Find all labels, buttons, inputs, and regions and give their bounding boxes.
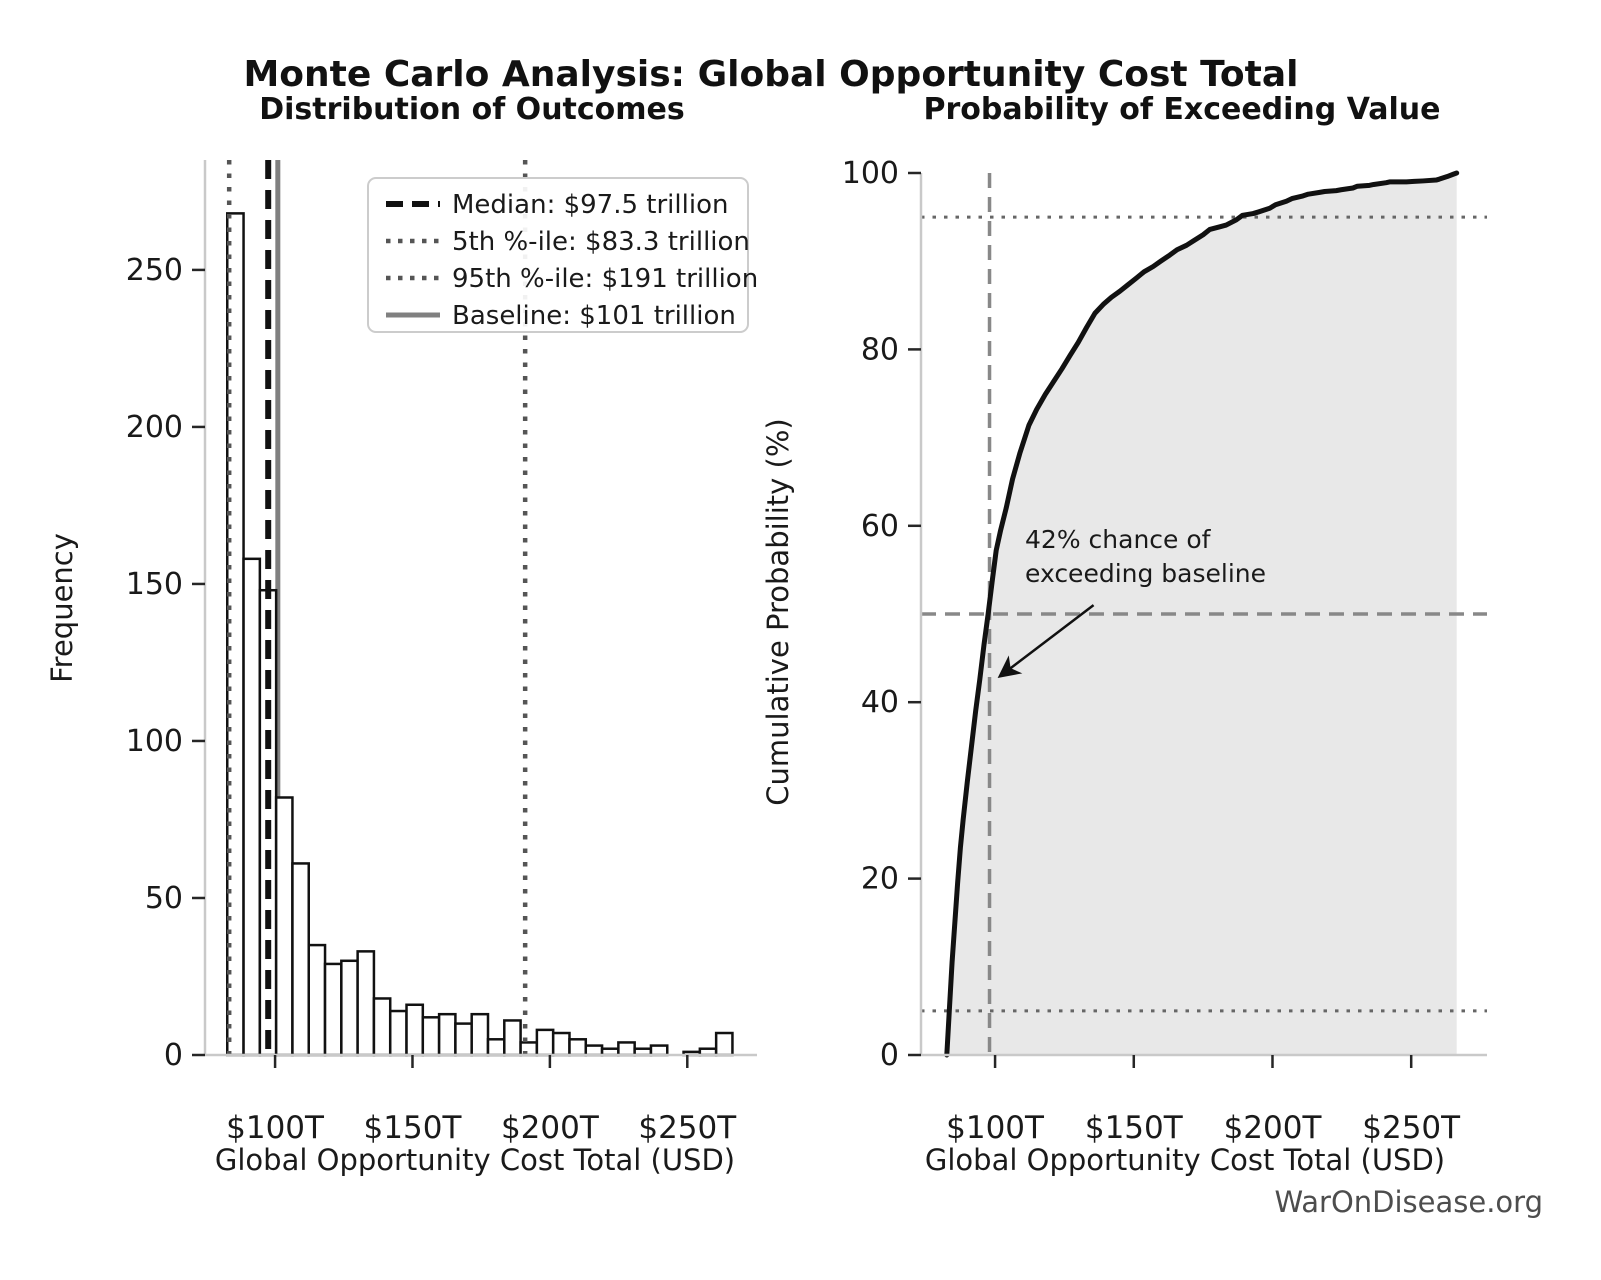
y-tick-label: 0 bbox=[880, 1038, 899, 1073]
histogram-bar bbox=[356, 950, 376, 1057]
legend-label-p95: 95th %-ile: $191 trillion bbox=[452, 264, 758, 294]
histogram-bar bbox=[405, 1003, 425, 1057]
y-tick-label: 40 bbox=[861, 685, 899, 720]
x-tick-label: $250T bbox=[638, 1110, 737, 1146]
x-tick-label: $200T bbox=[501, 1110, 600, 1146]
annotation-line1: 42% chance of bbox=[1025, 525, 1212, 554]
y-tick-label: 250 bbox=[126, 253, 183, 288]
y-tick-label: 80 bbox=[861, 332, 899, 367]
x-tick-label: $200T bbox=[1224, 1110, 1323, 1146]
histogram-bar bbox=[372, 997, 392, 1057]
legend: Median: $97.5 trillion 5th %-ile: $83.3 t… bbox=[367, 177, 758, 333]
histogram-bar bbox=[340, 959, 359, 1057]
histogram-bar bbox=[649, 1044, 669, 1057]
x-tick-label: $250T bbox=[1362, 1110, 1461, 1146]
y-tick-label: 50 bbox=[145, 881, 183, 916]
legend-box bbox=[367, 177, 749, 333]
legend-label-median: Median: $97.5 trillion bbox=[452, 190, 728, 220]
cdf-fill-area bbox=[946, 173, 1457, 1055]
histogram-bar bbox=[584, 1044, 604, 1057]
histogram-bar bbox=[454, 1022, 473, 1057]
figure-title: Monte Carlo Analysis: Global Opportunity… bbox=[243, 54, 1298, 95]
x-tick-label: $100T bbox=[226, 1110, 325, 1146]
y-tick-label: 60 bbox=[861, 509, 899, 544]
histogram-bar bbox=[470, 1012, 490, 1057]
x-tick-label: $150T bbox=[364, 1110, 463, 1146]
histogram-bar bbox=[568, 1038, 588, 1057]
histogram-xlabel: Global Opportunity Cost Total (USD) bbox=[215, 1143, 735, 1177]
y-tick-label: 150 bbox=[126, 567, 183, 602]
y-tick-label: 0 bbox=[164, 1038, 183, 1073]
histogram-bar bbox=[242, 557, 262, 1057]
histogram-bar bbox=[421, 1016, 441, 1057]
y-tick-label: 100 bbox=[842, 156, 899, 191]
annotation-42pct: 42% chance of exceeding baseline bbox=[997, 525, 1266, 679]
histogram-bar bbox=[291, 862, 310, 1057]
cdf-title: Probability of Exceeding Value bbox=[923, 92, 1440, 127]
histogram-bar bbox=[388, 1009, 408, 1057]
histogram-bar bbox=[503, 1019, 522, 1057]
histogram-bar bbox=[617, 1041, 636, 1057]
histogram-bar bbox=[274, 796, 294, 1057]
y-tick-label: 20 bbox=[861, 862, 899, 897]
cdf-curve bbox=[944, 170, 1460, 1058]
histogram-bar bbox=[535, 1028, 555, 1057]
histogram-bar bbox=[323, 962, 343, 1057]
y-tick-label: 100 bbox=[126, 724, 183, 759]
histogram-bar bbox=[551, 1031, 571, 1057]
annotation-arrow bbox=[997, 604, 1095, 679]
histogram-bar bbox=[486, 1038, 506, 1057]
annotation-line2: exceeding baseline bbox=[1025, 559, 1266, 588]
histogram-title: Distribution of Outcomes bbox=[259, 92, 685, 127]
x-tick-label: $150T bbox=[1085, 1110, 1184, 1146]
x-tick-label: $100T bbox=[946, 1110, 1045, 1146]
cdf-xlabel: Global Opportunity Cost Total (USD) bbox=[925, 1143, 1445, 1177]
cdf-plot: 0 20 40 60 80 100 $100T $150T $200T $250T bbox=[842, 156, 1487, 1146]
histogram-bar bbox=[307, 943, 327, 1057]
watermark: WarOnDisease.org bbox=[1274, 1185, 1543, 1219]
histogram-bar bbox=[714, 1031, 734, 1057]
histogram-bar bbox=[437, 1012, 457, 1057]
histogram-ylabel: Frequency bbox=[45, 533, 79, 683]
legend-label-p5: 5th %-ile: $83.3 trillion bbox=[452, 227, 750, 257]
y-tick-label: 200 bbox=[126, 410, 183, 445]
legend-label-baseline: Baseline: $101 trillion bbox=[452, 301, 736, 331]
cdf-ylabel: Cumulative Probability (%) bbox=[761, 418, 795, 805]
